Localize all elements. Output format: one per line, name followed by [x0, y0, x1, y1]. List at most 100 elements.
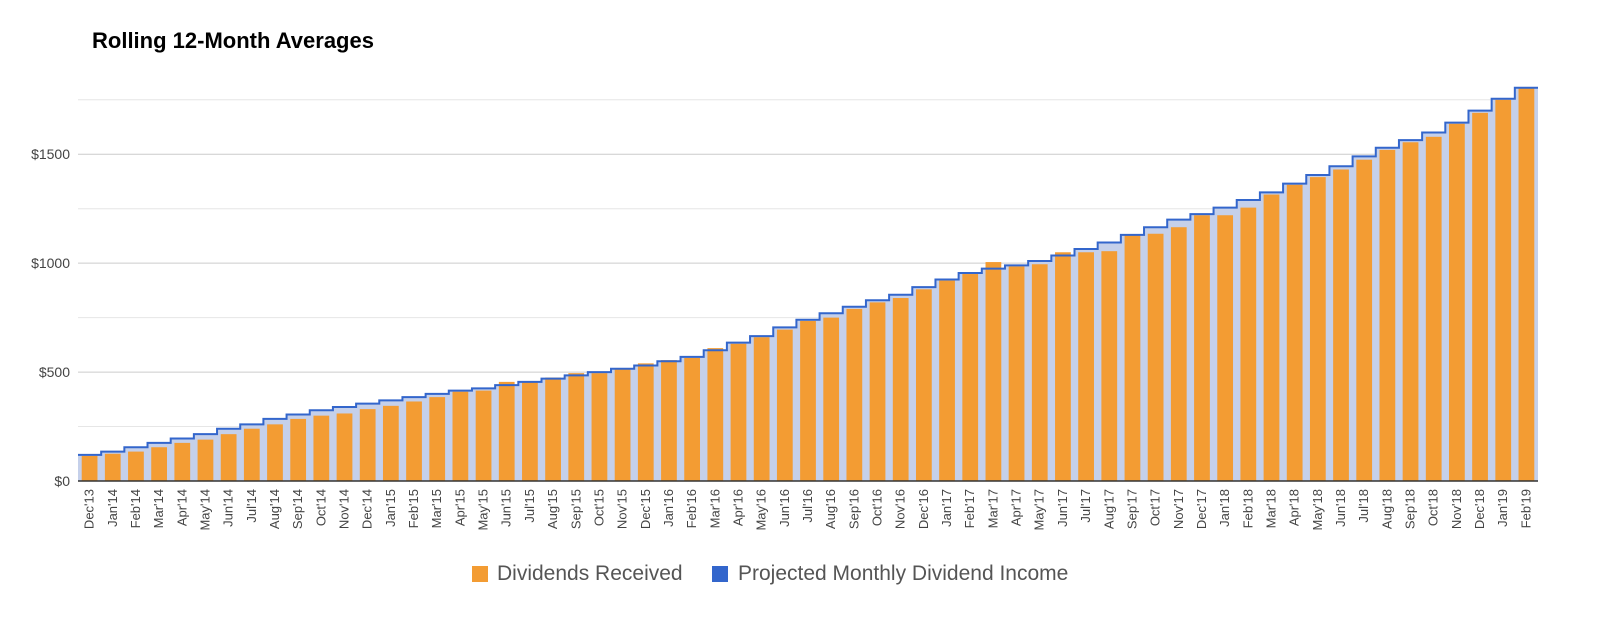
- dividends-bar: [869, 302, 886, 481]
- dividends-bar: [1425, 136, 1442, 481]
- x-tick-label: Jan'17: [939, 489, 954, 527]
- dividends-bar: [1309, 177, 1326, 481]
- dividends-bar: [962, 274, 979, 481]
- x-tick-label: Sep'17: [1124, 489, 1139, 529]
- projected-income-step-line: [78, 86, 1538, 456]
- dividends-bar: [730, 343, 747, 481]
- chart-title: Rolling 12-Month Averages: [92, 28, 374, 53]
- dividends-bar: [429, 397, 446, 481]
- dividends-bar: [915, 289, 932, 481]
- dividends-bar: [985, 262, 1002, 481]
- x-tick-label: Mar'14: [151, 489, 166, 528]
- dividends-bar: [1194, 215, 1210, 482]
- dividends-bar: [1379, 149, 1396, 481]
- dividends-bar: [1008, 266, 1025, 481]
- x-tick-label: Oct'14: [313, 489, 328, 526]
- dividends-bar: [197, 439, 214, 481]
- x-tick-label: Sep'14: [290, 489, 305, 529]
- dividends-bar: [1286, 184, 1303, 482]
- x-tick-label: Jun'14: [221, 489, 236, 527]
- dividends-bar: [1333, 169, 1349, 482]
- x-tick-label: Jul'14: [244, 489, 259, 523]
- dividends-bar: [1240, 207, 1257, 482]
- x-tick-label: Feb'17: [962, 489, 977, 528]
- x-tick-label: May'15: [476, 489, 491, 531]
- x-tick-label: Jul'15: [522, 489, 537, 523]
- dividends-bar: [1124, 234, 1141, 481]
- x-tick-label: Feb'18: [1240, 489, 1255, 528]
- dividends-bars: [81, 87, 1535, 482]
- dividends-bar: [243, 428, 260, 481]
- dividends-bar: [220, 434, 237, 481]
- x-tick-label: Apr'18: [1287, 489, 1302, 526]
- dividends-bar: [452, 391, 469, 481]
- x-tick-label: Aug'14: [267, 489, 282, 529]
- dividends-bar: [1078, 252, 1094, 481]
- legend-swatch-projected: [712, 566, 728, 582]
- x-tick-label: Jul'17: [1078, 489, 1093, 523]
- x-tick-label: Sep'16: [846, 489, 861, 529]
- dividends-bar: [1170, 227, 1187, 481]
- x-tick-label: Jun'16: [777, 489, 792, 527]
- x-tick-label: May'18: [1310, 489, 1325, 531]
- x-tick-label: Jan'19: [1495, 489, 1510, 527]
- dividends-bar: [1147, 233, 1164, 481]
- dividends-bar: [568, 373, 585, 481]
- dividends-bar: [892, 298, 909, 481]
- x-tick-label: Dec'14: [360, 489, 375, 529]
- x-tick-label: Jan'14: [105, 489, 120, 527]
- y-tick-label: $1000: [31, 255, 70, 271]
- dividends-bar: [939, 280, 955, 481]
- x-tick-label: Aug'18: [1379, 489, 1394, 529]
- dividends-bar: [81, 455, 98, 481]
- dividends-bar: [545, 377, 561, 481]
- dividends-bar: [823, 317, 840, 481]
- x-tick-label: Mar'16: [707, 489, 722, 528]
- x-tick-label: Dec'15: [638, 489, 653, 529]
- dividends-bar: [174, 442, 191, 481]
- dividends-bar: [846, 308, 863, 481]
- dividends-bar: [591, 373, 608, 481]
- x-tick-label: Mar'15: [429, 489, 444, 528]
- dividends-bar: [1402, 142, 1419, 481]
- x-tick-label: Oct'16: [870, 489, 885, 526]
- x-tick-label: Nov'18: [1449, 489, 1464, 529]
- y-tick-label: $0: [54, 473, 70, 489]
- dividends-bar: [475, 390, 492, 481]
- x-tick-label: Feb'14: [128, 489, 143, 528]
- dividends-bar: [661, 360, 677, 481]
- x-tick-label: Jun'17: [1055, 489, 1070, 527]
- x-tick-label: Jan'18: [1217, 489, 1232, 527]
- x-tick-label: Dec'16: [916, 489, 931, 529]
- x-tick-label: Jan'16: [661, 489, 676, 527]
- x-tick-label: Sep'15: [568, 489, 583, 529]
- dividends-bar: [1472, 112, 1488, 481]
- dividends-bar: [1217, 215, 1234, 482]
- x-tick-label: Sep'18: [1403, 489, 1418, 529]
- x-tick-label: Aug'17: [1101, 489, 1116, 529]
- x-axis: Dec'13 Jan'14 Feb'14 Mar'14 Apr'14 May'14 Jun'…: [78, 480, 1538, 531]
- x-tick-label: Apr'17: [1009, 489, 1024, 526]
- x-tick-label: Feb'16: [684, 489, 699, 528]
- legend-swatch-dividends: [472, 566, 488, 582]
- dividends-bar: [1356, 159, 1373, 481]
- dividends-bar: [776, 329, 793, 481]
- dividends-bar: [1449, 123, 1465, 481]
- dividends-bar: [128, 451, 144, 481]
- dividends-bar: [1101, 251, 1118, 481]
- dividends-bar: [382, 405, 399, 481]
- x-tick-label: Nov'14: [337, 489, 352, 529]
- dividends-bar: [1055, 252, 1071, 481]
- x-tick-label: May'14: [197, 489, 212, 531]
- x-tick-label: Jun'15: [499, 489, 514, 527]
- dividends-bar: [313, 415, 330, 481]
- x-tick-label: Mar'18: [1263, 489, 1278, 528]
- x-tick-label: Aug'15: [545, 489, 560, 529]
- dividends-bar: [522, 381, 538, 481]
- x-tick-label: Feb'15: [406, 489, 421, 528]
- dividends-bar: [151, 447, 167, 481]
- x-tick-label: May'17: [1032, 489, 1047, 531]
- y-tick-label: $500: [39, 364, 70, 380]
- dividends-bar: [1495, 99, 1512, 481]
- x-tick-label: Nov'16: [893, 489, 908, 529]
